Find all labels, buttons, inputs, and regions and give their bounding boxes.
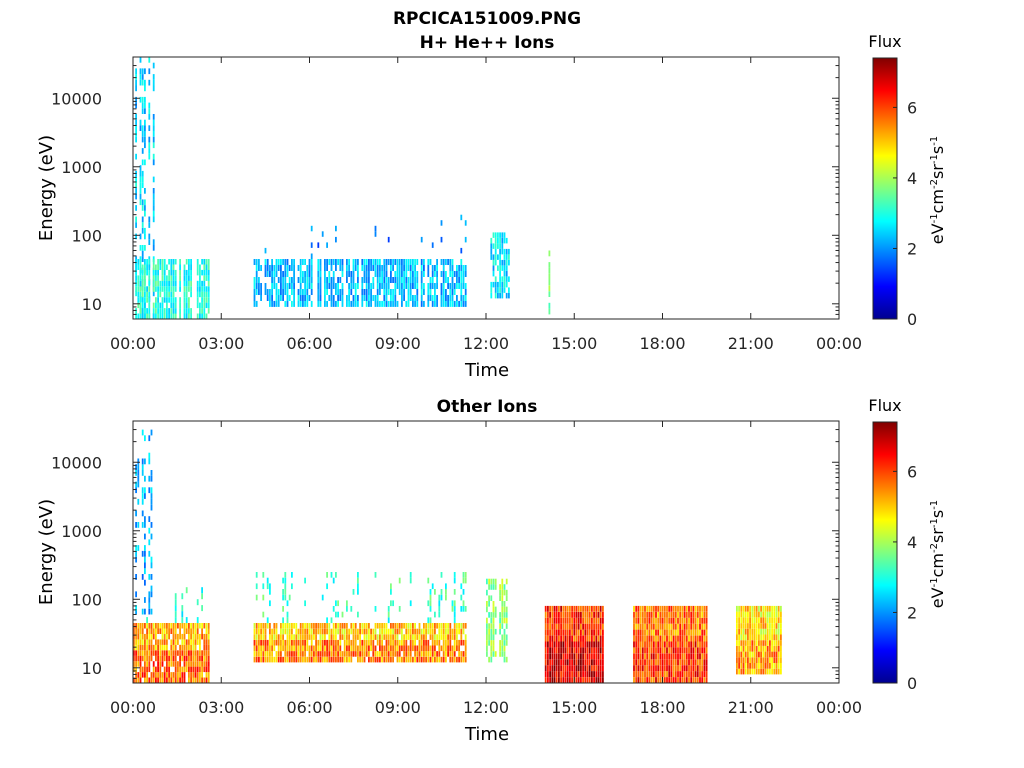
spectrogram-segment	[135, 587, 203, 624]
colorbar-tick-label: 4	[907, 533, 917, 552]
x-tick-label: 15:00	[551, 698, 597, 717]
colorbar-ticks: 0 2 4 6	[893, 98, 917, 329]
colorbar-tick-label: 6	[907, 98, 917, 117]
colorbar-title: Flux	[868, 396, 901, 415]
spectrogram-segment	[135, 259, 210, 319]
y-tick-label: 100	[71, 226, 102, 245]
spectrogram-segment	[133, 623, 210, 683]
x-tick-label: 09:00	[375, 698, 421, 717]
colorbar-unit-label: eV-1cm-2sr-1s-1	[928, 500, 947, 608]
spectrogram-h-he-ions	[135, 57, 551, 319]
spectrogram-segment	[548, 250, 551, 315]
plot-frame	[132, 56, 840, 320]
spectrogram-segment	[486, 578, 508, 663]
x-tick-label: 21:00	[728, 334, 774, 353]
x-tick-label: 00:00	[816, 698, 862, 717]
y-tick-label: 100	[71, 590, 102, 609]
spectrogram-segment	[135, 429, 153, 615]
spectrogram-segment	[633, 605, 708, 683]
colorbar-tick-label: 2	[907, 603, 917, 622]
panel-h-he-ions: 00:00 03:00 06:00 09:00 12:00 15:00 18:00 21:00…	[36, 32, 947, 381]
x-tick-label: 18:00	[639, 334, 685, 353]
spectrogram-segment	[736, 605, 782, 675]
x-tick-label: 03:00	[198, 334, 244, 353]
x-tick-label: 12:00	[463, 698, 509, 717]
axis-ticks: 00:00 03:00 06:00 09:00 12:00 15:00 18:00 21:00…	[51, 420, 862, 717]
figure-title: RPCICA151009.PNG	[393, 9, 581, 29]
axis-ticks: 00:00 03:00 06:00 09:00 12:00 15:00 18:00 21:00…	[51, 56, 862, 353]
colorbar-unit-label: eV-1cm-2sr-1s-1	[928, 136, 947, 244]
x-axis-label: Time	[464, 360, 509, 381]
y-tick-label: 1000	[61, 522, 102, 541]
x-tick-label: 00:00	[110, 334, 156, 353]
colorbar-tick-label: 0	[907, 310, 917, 329]
colorbar-title: Flux	[868, 32, 901, 51]
y-tick-label: 10	[82, 659, 102, 678]
y-tick-label: 10000	[51, 89, 102, 108]
spectrogram-other-ions	[133, 429, 782, 683]
x-tick-label: 06:00	[286, 334, 332, 353]
y-tick-label: 10	[82, 295, 102, 314]
panel-1-title: H+ He++ Ions	[420, 33, 555, 53]
spectrogram-segment	[264, 214, 467, 259]
y-tick-label: 1000	[61, 158, 102, 177]
x-tick-label: 12:00	[463, 334, 509, 353]
spectrogram-segment	[253, 259, 467, 307]
x-tick-label: 06:00	[286, 698, 332, 717]
x-axis-label: Time	[464, 724, 509, 745]
y-axis-label: Energy (eV)	[36, 499, 57, 605]
colorbar-tick-label: 4	[907, 169, 917, 188]
spectrogram-segment	[490, 232, 510, 299]
spectrogram-segment	[544, 605, 604, 683]
y-tick-label: 10000	[51, 453, 102, 472]
colorbar-tick-label: 6	[907, 462, 917, 481]
y-axis-label: Energy (eV)	[36, 135, 57, 241]
spectrogram-segment	[253, 623, 467, 663]
x-tick-label: 18:00	[639, 698, 685, 717]
colorbar	[872, 421, 898, 684]
colorbar-tick-label: 0	[907, 674, 917, 693]
x-tick-label: 03:00	[198, 698, 244, 717]
x-tick-label: 00:00	[110, 698, 156, 717]
panel-2-title: Other Ions	[437, 397, 538, 417]
spectrogram-segment	[255, 572, 467, 624]
x-tick-label: 21:00	[728, 698, 774, 717]
x-tick-label: 15:00	[551, 334, 597, 353]
colorbar-tick-label: 2	[907, 239, 917, 258]
x-tick-label: 09:00	[375, 334, 421, 353]
colorbar	[872, 57, 898, 320]
panel-other-ions: Other Ions 00:00 03:00 06:00 09:00 12:00 15:0…	[36, 396, 947, 745]
colorbar-ticks: 0 2 4 6	[893, 462, 917, 693]
x-tick-label: 00:00	[816, 334, 862, 353]
